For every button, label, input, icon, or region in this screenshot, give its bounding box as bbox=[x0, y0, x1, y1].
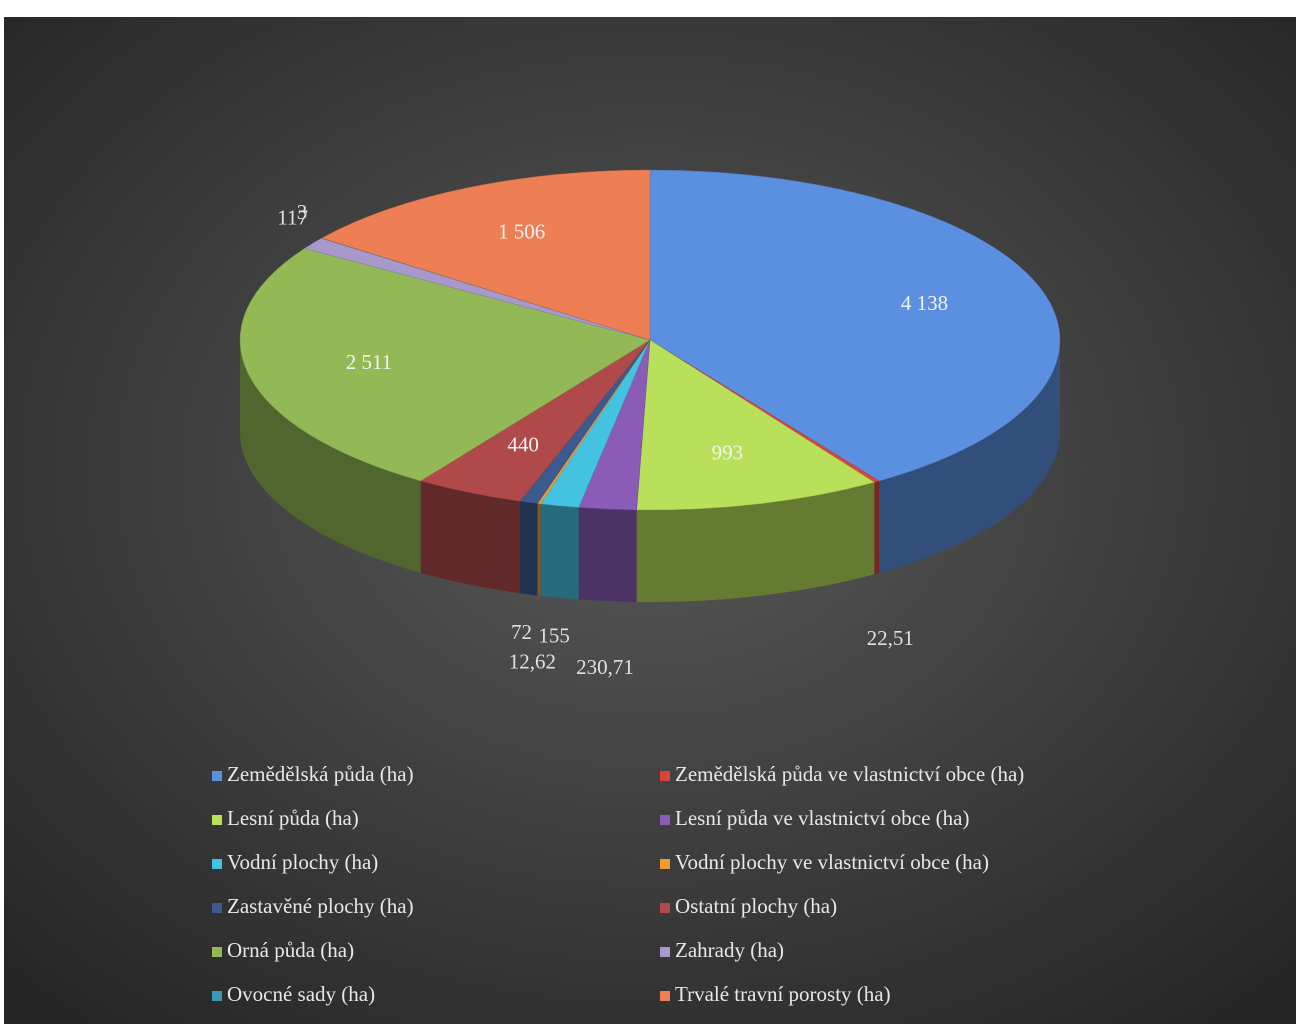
data-label: 2 511 bbox=[346, 350, 392, 374]
pie-side bbox=[537, 503, 541, 596]
legend-swatch bbox=[660, 859, 670, 869]
legend-swatch bbox=[212, 771, 222, 781]
legend-swatch bbox=[660, 903, 670, 913]
pie-side bbox=[874, 480, 880, 575]
legend-swatch bbox=[660, 947, 670, 957]
pie-side bbox=[540, 503, 579, 600]
data-label: 1 506 bbox=[498, 219, 545, 243]
legend-swatch bbox=[212, 859, 222, 869]
legend-swatch bbox=[660, 815, 670, 825]
pie-slice bbox=[321, 169, 651, 341]
legend-label: Ovocné sady (ha) bbox=[227, 982, 375, 1006]
pie-side bbox=[420, 480, 521, 594]
legend-label: Lesní půda (ha) bbox=[227, 806, 359, 830]
legend-label: Zastavěné plochy (ha) bbox=[227, 894, 414, 918]
data-label: 3 bbox=[297, 200, 308, 224]
legend-label: Ostatní plochy (ha) bbox=[675, 894, 837, 918]
legend-label: Zemědělská půda ve vlastnictví obce (ha) bbox=[675, 762, 1024, 786]
legend-label: Zemědělská půda (ha) bbox=[227, 762, 414, 786]
pie-slice bbox=[239, 248, 651, 482]
legend-label: Vodní plochy ve vlastnictví obce (ha) bbox=[675, 850, 989, 874]
legend-label: Zahrady (ha) bbox=[675, 938, 784, 962]
data-label: 230,71 bbox=[576, 655, 634, 679]
pie-side bbox=[636, 482, 875, 603]
legend-label: Orná půda (ha) bbox=[227, 938, 354, 962]
pie-side bbox=[520, 501, 538, 596]
data-label: 117 bbox=[277, 205, 308, 229]
legend-swatch bbox=[212, 947, 222, 957]
legend-swatch bbox=[212, 991, 222, 1001]
data-label: 4 138 bbox=[901, 291, 948, 315]
pie-side bbox=[879, 340, 1060, 573]
legend-swatch bbox=[660, 991, 670, 1001]
legend-label: Trvalé travní porosty (ha) bbox=[675, 982, 891, 1006]
data-label: 12,62 bbox=[509, 649, 556, 673]
pie-slice bbox=[649, 169, 1061, 482]
data-label: 440 bbox=[507, 433, 539, 457]
legend-swatch bbox=[212, 903, 222, 913]
legend-label: Vodní plochy (ha) bbox=[227, 850, 378, 874]
pie-slice bbox=[636, 339, 875, 511]
data-label: 155 bbox=[538, 624, 570, 648]
legend-swatch bbox=[212, 815, 222, 825]
pie-side bbox=[578, 507, 637, 602]
data-label: 22,51 bbox=[867, 626, 914, 650]
legend-label: Lesní půda ve vlastnictví obce (ha) bbox=[675, 806, 969, 830]
pie-side bbox=[239, 340, 421, 573]
legend-swatch bbox=[660, 771, 670, 781]
data-label: 72 bbox=[511, 620, 532, 644]
data-label: 993 bbox=[712, 440, 744, 464]
